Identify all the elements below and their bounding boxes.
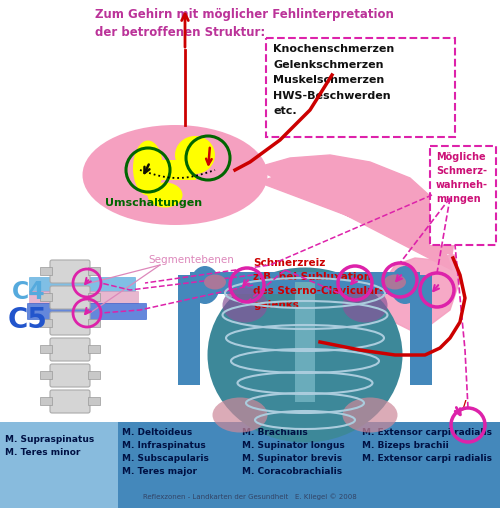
- Text: Mögliche
Schmerz-
wahrneh-
mungen: Mögliche Schmerz- wahrneh- mungen: [436, 152, 488, 204]
- Text: M. Brachialis: M. Brachialis: [242, 428, 308, 437]
- Polygon shape: [380, 255, 460, 330]
- Text: M. Supraspinatus: M. Supraspinatus: [5, 435, 94, 444]
- Bar: [88, 371, 100, 379]
- Text: Reflexzonen - Landkarten der Gesundheit   E. Kliegel © 2008: Reflexzonen - Landkarten der Gesundheit …: [143, 493, 357, 500]
- Bar: [40, 293, 52, 301]
- Ellipse shape: [148, 182, 182, 207]
- Text: M. Supinator brevis: M. Supinator brevis: [242, 454, 342, 463]
- Ellipse shape: [384, 274, 406, 290]
- FancyBboxPatch shape: [29, 291, 139, 304]
- Ellipse shape: [342, 288, 388, 323]
- Bar: [40, 319, 52, 327]
- Ellipse shape: [208, 268, 402, 442]
- Bar: [40, 345, 52, 353]
- Bar: [40, 371, 52, 379]
- Ellipse shape: [190, 266, 220, 304]
- Text: /: /: [462, 398, 466, 411]
- Text: Umschaltungen: Umschaltungen: [105, 198, 202, 208]
- Text: M. Teres major: M. Teres major: [122, 467, 197, 476]
- Text: Segmentebenen: Segmentebenen: [148, 255, 234, 265]
- Text: M. Subscapularis: M. Subscapularis: [122, 454, 209, 463]
- Bar: [88, 345, 100, 353]
- Text: M. Supinator longus: M. Supinator longus: [242, 441, 345, 450]
- Bar: [178, 275, 200, 385]
- Text: M. Infraspinatus: M. Infraspinatus: [122, 441, 206, 450]
- Text: C5: C5: [8, 306, 48, 334]
- Ellipse shape: [390, 266, 420, 304]
- FancyBboxPatch shape: [50, 390, 90, 413]
- Text: M. Extensor carpi radialis: M. Extensor carpi radialis: [362, 428, 492, 437]
- Text: M. Bizeps brachii: M. Bizeps brachii: [362, 441, 449, 450]
- Bar: [410, 275, 432, 385]
- Bar: [40, 397, 52, 405]
- Polygon shape: [255, 155, 455, 270]
- Bar: [0, 422, 118, 508]
- FancyBboxPatch shape: [430, 146, 496, 245]
- Text: Zum Gehirn mit möglicher Fehlinterpretation
der betroffenen Struktur:: Zum Gehirn mit möglicher Fehlinterpretat…: [95, 8, 394, 39]
- Ellipse shape: [175, 136, 215, 174]
- Bar: [295, 282, 315, 402]
- Text: M. Deltoideus: M. Deltoideus: [122, 428, 192, 437]
- Bar: [88, 293, 100, 301]
- Bar: [190, 272, 420, 294]
- FancyBboxPatch shape: [50, 260, 90, 283]
- Bar: [88, 267, 100, 275]
- Text: M. Teres minor: M. Teres minor: [5, 448, 80, 457]
- Text: M. Extensor carpi radialis: M. Extensor carpi radialis: [362, 454, 492, 463]
- FancyBboxPatch shape: [266, 38, 455, 137]
- FancyBboxPatch shape: [50, 338, 90, 361]
- Ellipse shape: [212, 397, 268, 432]
- Text: Knochenschmerzen
Gelenkschmerzen
Muskelschmerzen
HWS-Beschwerden
etc.: Knochenschmerzen Gelenkschmerzen Muskels…: [273, 44, 394, 116]
- Ellipse shape: [342, 397, 398, 432]
- Bar: [40, 267, 52, 275]
- Text: Schmerzreiz
z.B. bei Subluxation
des Sterno-Clavicular-
gelenks: Schmerzreiz z.B. bei Subluxation des Ste…: [253, 258, 384, 310]
- FancyBboxPatch shape: [50, 312, 90, 335]
- Bar: [118, 422, 500, 508]
- FancyBboxPatch shape: [50, 364, 90, 387]
- Bar: [148, 160, 196, 180]
- Text: M. Coracobrachialis: M. Coracobrachialis: [242, 467, 342, 476]
- FancyBboxPatch shape: [50, 286, 90, 309]
- Ellipse shape: [204, 274, 226, 290]
- Ellipse shape: [133, 141, 163, 196]
- Ellipse shape: [82, 125, 268, 225]
- FancyBboxPatch shape: [29, 277, 136, 292]
- FancyBboxPatch shape: [27, 303, 147, 320]
- Bar: [88, 319, 100, 327]
- Text: C4: C4: [12, 280, 46, 304]
- Ellipse shape: [222, 288, 268, 323]
- Bar: [88, 397, 100, 405]
